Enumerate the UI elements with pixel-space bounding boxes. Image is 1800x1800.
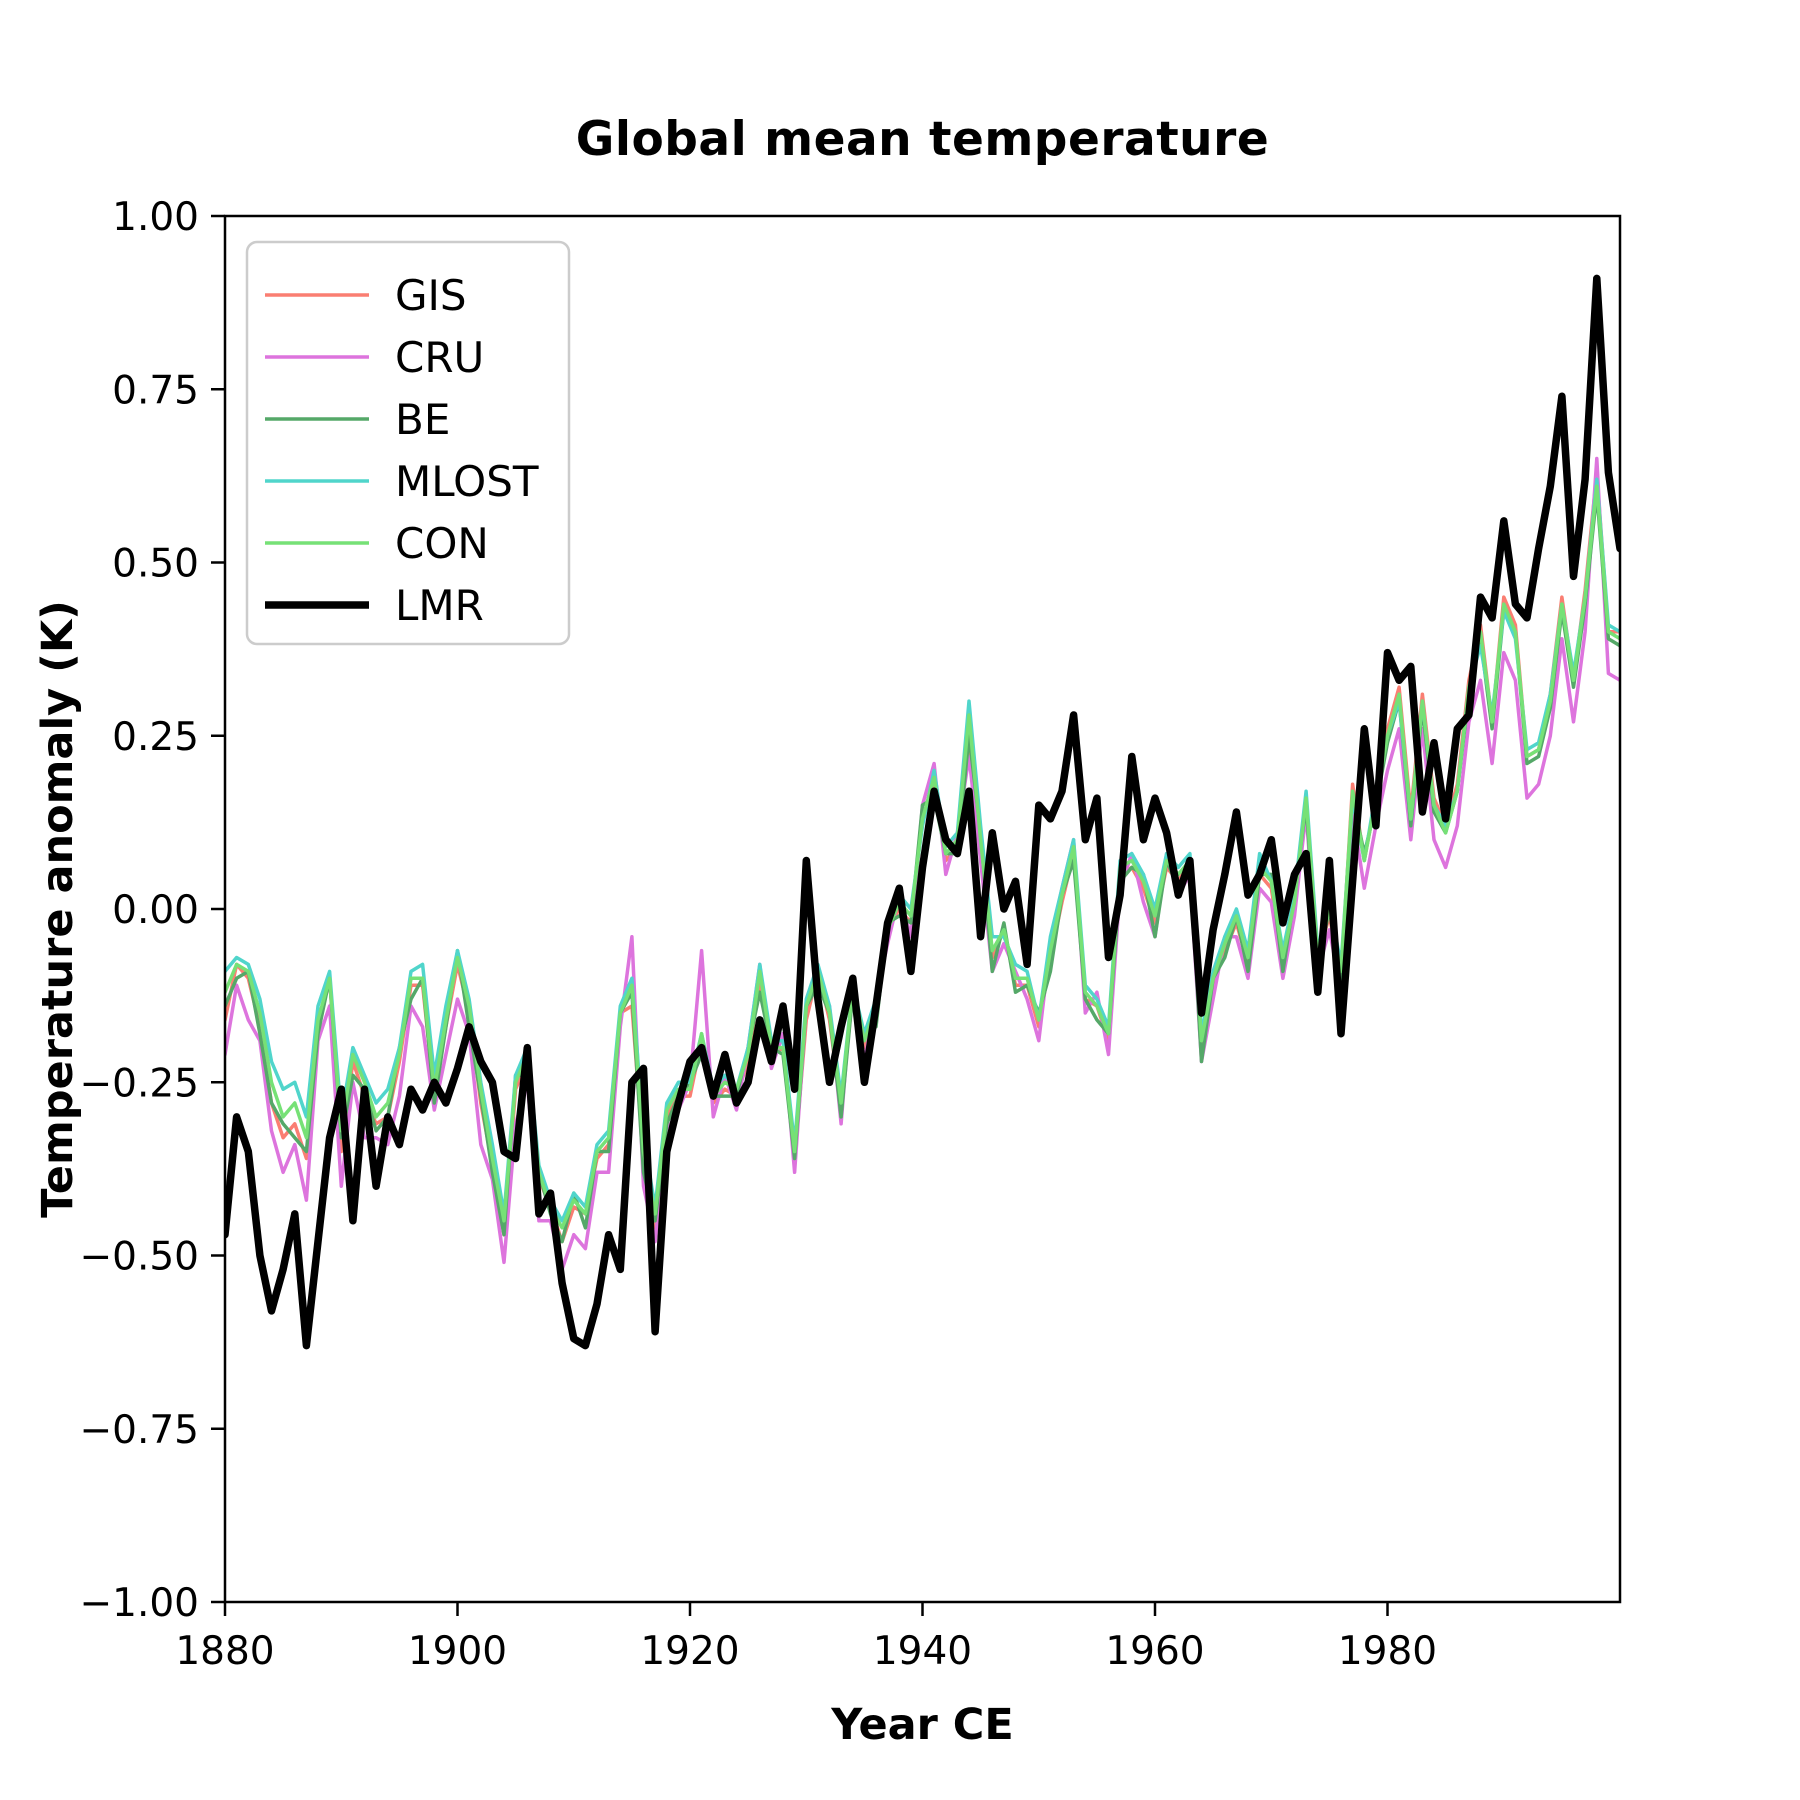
y-tick-label: 0.25 — [112, 715, 199, 760]
legend-label-gis: GIS — [395, 271, 467, 320]
series-line-lmr — [225, 274, 1620, 1350]
series-line-con — [225, 484, 1620, 1230]
x-tick-label: 1880 — [175, 1629, 274, 1674]
y-tick-label: 1.00 — [112, 195, 199, 240]
legend: GIS CRU BE MLOST CON LMR — [245, 240, 571, 646]
y-tick-label: 0.50 — [112, 542, 199, 587]
y-tick-label: −1.00 — [79, 1581, 199, 1626]
legend-label-be: BE — [395, 395, 450, 444]
axis-ticks: 1880 1900 1920 1940 1960 1980 −1.00 −0.75 −0.50 −… — [79, 195, 1437, 1674]
legend-label-mlost: MLOST — [395, 457, 539, 506]
x-tick-label: 1920 — [640, 1629, 739, 1674]
chart-title: Global mean temperature — [575, 112, 1270, 167]
x-tick-label: 1940 — [873, 1629, 972, 1674]
series-group — [225, 274, 1620, 1350]
y-tick-label: −0.75 — [79, 1408, 199, 1453]
y-tick-label: 0.00 — [112, 888, 199, 933]
legend-label-lmr: LMR — [395, 581, 484, 630]
y-axis-label: Temperature anomaly (K) — [33, 600, 83, 1218]
y-tick-label: 0.75 — [112, 368, 199, 413]
y-tick-label: −0.50 — [79, 1235, 199, 1280]
x-axis-label: Year CE — [831, 1700, 1014, 1750]
x-tick-label: 1980 — [1338, 1629, 1437, 1674]
axes-frame — [223, 214, 1622, 1604]
x-tick-label: 1960 — [1105, 1629, 1204, 1674]
legend-label-cru: CRU — [395, 333, 484, 382]
x-tick-label: 1900 — [408, 1629, 507, 1674]
legend-label-con: CON — [395, 519, 489, 568]
y-tick-label: −0.25 — [79, 1061, 199, 1106]
